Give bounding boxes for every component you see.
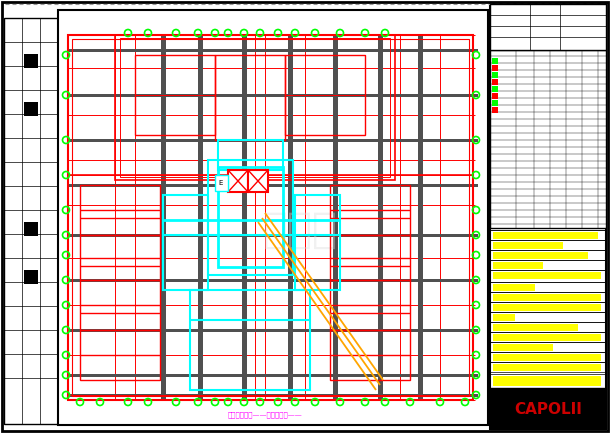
Bar xyxy=(493,252,588,259)
Bar xyxy=(80,185,160,210)
Bar xyxy=(492,107,498,113)
Bar xyxy=(285,55,365,95)
Bar xyxy=(493,376,601,386)
Bar xyxy=(68,329,478,332)
Bar xyxy=(190,290,310,390)
Bar xyxy=(215,55,285,140)
Bar xyxy=(492,72,498,78)
Bar xyxy=(493,304,601,311)
Bar xyxy=(492,65,498,71)
Bar xyxy=(163,195,208,290)
Bar xyxy=(80,330,160,380)
Bar xyxy=(330,330,410,380)
Bar xyxy=(285,55,365,135)
Bar xyxy=(68,184,478,187)
Bar xyxy=(490,4,606,50)
Bar xyxy=(492,79,498,85)
Bar xyxy=(490,50,606,228)
Bar xyxy=(295,195,340,290)
Bar xyxy=(490,388,606,429)
Bar xyxy=(215,175,228,191)
Bar xyxy=(80,280,160,330)
Bar xyxy=(24,222,38,236)
Bar xyxy=(493,314,515,321)
Text: E: E xyxy=(219,180,223,186)
Bar xyxy=(4,18,58,424)
Bar xyxy=(115,35,395,180)
Bar xyxy=(68,374,478,377)
Bar xyxy=(218,140,283,170)
Bar xyxy=(490,388,606,429)
Bar xyxy=(68,175,473,400)
Bar xyxy=(208,160,293,275)
Text: CAPOLII: CAPOLII xyxy=(514,403,582,417)
Bar xyxy=(493,354,601,361)
Bar xyxy=(218,167,283,267)
Bar xyxy=(378,35,383,400)
Bar xyxy=(492,93,498,99)
Bar xyxy=(68,139,478,142)
Bar xyxy=(288,35,293,400)
Bar xyxy=(330,185,410,235)
Bar xyxy=(72,39,469,396)
Bar xyxy=(492,86,498,92)
Bar xyxy=(493,344,553,351)
Bar xyxy=(80,185,160,235)
Bar xyxy=(493,272,601,279)
Bar xyxy=(68,394,478,397)
Bar xyxy=(493,294,601,301)
Bar xyxy=(242,35,247,400)
Text: 八山技: 八山技 xyxy=(262,209,337,251)
Bar xyxy=(418,35,423,400)
Bar xyxy=(135,55,215,95)
Bar xyxy=(333,35,338,400)
Bar xyxy=(493,364,601,371)
Bar xyxy=(493,284,535,291)
Bar xyxy=(24,102,38,116)
Bar xyxy=(492,100,498,106)
Bar xyxy=(68,279,478,282)
Bar xyxy=(68,234,478,237)
Bar xyxy=(198,35,203,400)
Bar xyxy=(330,235,410,280)
Bar xyxy=(161,35,166,400)
Bar xyxy=(68,94,478,97)
Bar xyxy=(493,262,543,269)
Bar xyxy=(135,55,215,135)
Bar xyxy=(330,280,410,330)
Bar xyxy=(68,49,478,52)
Bar xyxy=(493,232,598,239)
Bar xyxy=(24,54,38,68)
Bar xyxy=(80,235,160,280)
Bar xyxy=(492,58,498,64)
Bar xyxy=(120,38,390,177)
Bar xyxy=(68,175,473,395)
Bar xyxy=(493,334,601,341)
Bar xyxy=(248,170,268,192)
Bar xyxy=(24,270,38,284)
Bar xyxy=(58,10,488,425)
Bar xyxy=(228,170,248,192)
Bar xyxy=(493,324,578,331)
Bar xyxy=(493,242,563,249)
Bar xyxy=(68,35,473,400)
Text: 标准层平面图——建筑平面图——: 标准层平面图——建筑平面图—— xyxy=(228,412,303,418)
Bar xyxy=(490,4,606,429)
